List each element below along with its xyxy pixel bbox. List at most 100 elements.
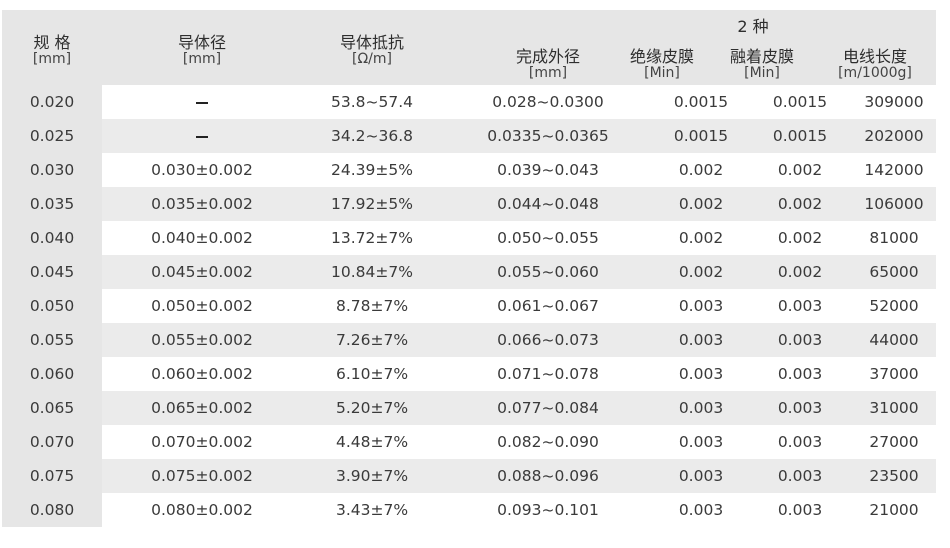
cell-insulation: 0.003 <box>678 433 724 451</box>
cell-length: 106000 <box>864 195 924 213</box>
cell-fusion: 0.002 <box>777 263 823 281</box>
cell-length: 65000 <box>869 263 919 281</box>
cell-conductor-diameter: 0.075±0.002 <box>151 467 253 485</box>
cell-conductor-diameter <box>102 93 302 111</box>
cell-conductor-diameter: 0.035±0.002 <box>151 195 253 213</box>
cell-insulation: 0.002 <box>678 229 724 247</box>
cell-length: 44000 <box>869 331 919 349</box>
header-group: 2 种 <box>737 17 769 36</box>
header-length-label: 电线长度 <box>842 47 907 66</box>
cell-length: 309000 <box>864 93 924 111</box>
header-insulation-unit: [Min] <box>644 65 680 81</box>
dash-icon <box>196 135 208 138</box>
table-row: 0.070 0.070±0.002 4.48±7% 0.082~0.090 0.… <box>2 425 936 459</box>
cell-resistance: 3.43±7% <box>335 501 409 519</box>
cell-length: 37000 <box>869 365 919 383</box>
cell-spec: 0.075 <box>2 459 102 493</box>
header-finished-od: 完成外径 [mm] <box>442 48 654 82</box>
table-row: 0.025 34.2~36.8 0.0335~0.0365 0.0015 0.0… <box>2 119 936 153</box>
cell-resistance: 8.78±7% <box>335 297 409 315</box>
header-fusion: 融着皮膜 [Min] <box>707 48 817 82</box>
cell-conductor-diameter: 0.065±0.002 <box>151 399 253 417</box>
cell-fusion: 0.0015 <box>772 127 828 145</box>
cell-resistance: 6.10±7% <box>335 365 409 383</box>
header-resistance: 导体抵抗 [Ω/m] <box>302 34 442 68</box>
cell-finished-od: 0.055~0.060 <box>497 263 599 281</box>
cell-spec: 0.040 <box>2 221 102 255</box>
cell-fusion: 0.003 <box>777 365 823 383</box>
cell-finished-od: 0.093~0.101 <box>497 501 599 519</box>
cell-conductor-diameter: 0.030±0.002 <box>151 161 253 179</box>
cell-conductor-diameter: 0.060±0.002 <box>151 365 253 383</box>
table-row: 0.080 0.080±0.002 3.43±7% 0.093~0.101 0.… <box>2 493 936 527</box>
cell-finished-od: 0.050~0.055 <box>497 229 599 247</box>
cell-fusion: 0.003 <box>777 399 823 417</box>
cell-finished-od: 0.028~0.0300 <box>492 93 604 111</box>
header-finished-od-unit: [mm] <box>528 65 568 81</box>
cell-spec: 0.020 <box>2 85 102 119</box>
cell-spec: 0.035 <box>2 187 102 221</box>
cell-length: 27000 <box>869 433 919 451</box>
cell-insulation: 0.0015 <box>673 93 729 111</box>
cell-length: 81000 <box>869 229 919 247</box>
cell-finished-od: 0.0335~0.0365 <box>487 127 609 145</box>
cell-spec: 0.055 <box>2 323 102 357</box>
header-finished-od-label: 完成外径 <box>515 47 580 66</box>
cell-finished-od: 0.066~0.073 <box>497 331 599 349</box>
cell-fusion: 0.003 <box>777 297 823 315</box>
table-header: 规 格 [mm] 导体径 [mm] 导体抵抗 [Ω/m] 完成外径 [mm] 2… <box>2 10 936 85</box>
cell-insulation: 0.003 <box>678 297 724 315</box>
cell-spec: 0.060 <box>2 357 102 391</box>
table-body: 0.020 53.8~57.4 0.028~0.0300 0.0015 0.00… <box>2 85 936 527</box>
cell-spec: 0.030 <box>2 153 102 187</box>
table-row: 0.060 0.060±0.002 6.10±7% 0.071~0.078 0.… <box>2 357 936 391</box>
cell-conductor-diameter <box>102 127 302 145</box>
cell-resistance: 34.2~36.8 <box>330 127 413 145</box>
header-insulation: 绝缘皮膜 [Min] <box>607 48 717 82</box>
cell-resistance: 24.39±5% <box>331 161 413 179</box>
header-conductor-diameter: 导体径 [mm] <box>102 34 302 68</box>
cell-insulation: 0.003 <box>678 467 724 485</box>
table-row: 0.045 0.045±0.002 10.84±7% 0.055~0.060 0… <box>2 255 936 289</box>
cell-fusion: 0.0015 <box>772 93 828 111</box>
spec-table: 规 格 [mm] 导体径 [mm] 导体抵抗 [Ω/m] 完成外径 [mm] 2… <box>2 10 936 527</box>
table-row: 0.035 0.035±0.002 17.92±5% 0.044~0.048 0… <box>2 187 936 221</box>
cell-length: 31000 <box>869 399 919 417</box>
cell-length: 202000 <box>864 127 924 145</box>
header-length: 电线长度 [m/1000g] <box>814 48 936 82</box>
cell-spec: 0.045 <box>2 255 102 289</box>
cell-fusion: 0.003 <box>777 331 823 349</box>
cell-finished-od: 0.077~0.084 <box>497 399 599 417</box>
cell-fusion: 0.003 <box>777 467 823 485</box>
header-conductor-diameter-label: 导体径 <box>177 33 226 52</box>
cell-conductor-diameter: 0.070±0.002 <box>151 433 253 451</box>
cell-resistance: 10.84±7% <box>331 263 413 281</box>
cell-spec: 0.050 <box>2 289 102 323</box>
cell-insulation: 0.003 <box>678 501 724 519</box>
table-row: 0.050 0.050±0.002 8.78±7% 0.061~0.067 0.… <box>2 289 936 323</box>
header-spec: 规 格 [mm] <box>2 34 102 68</box>
cell-length: 52000 <box>869 297 919 315</box>
cell-resistance: 5.20±7% <box>335 399 409 417</box>
cell-spec: 0.025 <box>2 119 102 153</box>
cell-resistance: 3.90±7% <box>335 467 409 485</box>
dash-icon <box>196 101 208 104</box>
cell-length: 142000 <box>864 161 924 179</box>
cell-conductor-diameter: 0.050±0.002 <box>151 297 253 315</box>
cell-resistance: 13.72±7% <box>331 229 413 247</box>
cell-conductor-diameter: 0.080±0.002 <box>151 501 253 519</box>
table-row: 0.055 0.055±0.002 7.26±7% 0.066~0.073 0.… <box>2 323 936 357</box>
cell-spec: 0.065 <box>2 391 102 425</box>
header-fusion-label: 融着皮膜 <box>729 47 794 66</box>
table-row: 0.075 0.075±0.002 3.90±7% 0.088~0.096 0.… <box>2 459 936 493</box>
cell-finished-od: 0.044~0.048 <box>497 195 599 213</box>
cell-insulation: 0.003 <box>678 399 724 417</box>
cell-conductor-diameter: 0.045±0.002 <box>151 263 253 281</box>
cell-conductor-diameter: 0.055±0.002 <box>151 331 253 349</box>
header-spec-unit: [mm] <box>32 51 72 67</box>
cell-finished-od: 0.082~0.090 <box>497 433 599 451</box>
cell-insulation: 0.002 <box>678 161 724 179</box>
cell-fusion: 0.003 <box>777 433 823 451</box>
cell-finished-od: 0.088~0.096 <box>497 467 599 485</box>
header-spec-label: 规 格 <box>33 33 71 52</box>
